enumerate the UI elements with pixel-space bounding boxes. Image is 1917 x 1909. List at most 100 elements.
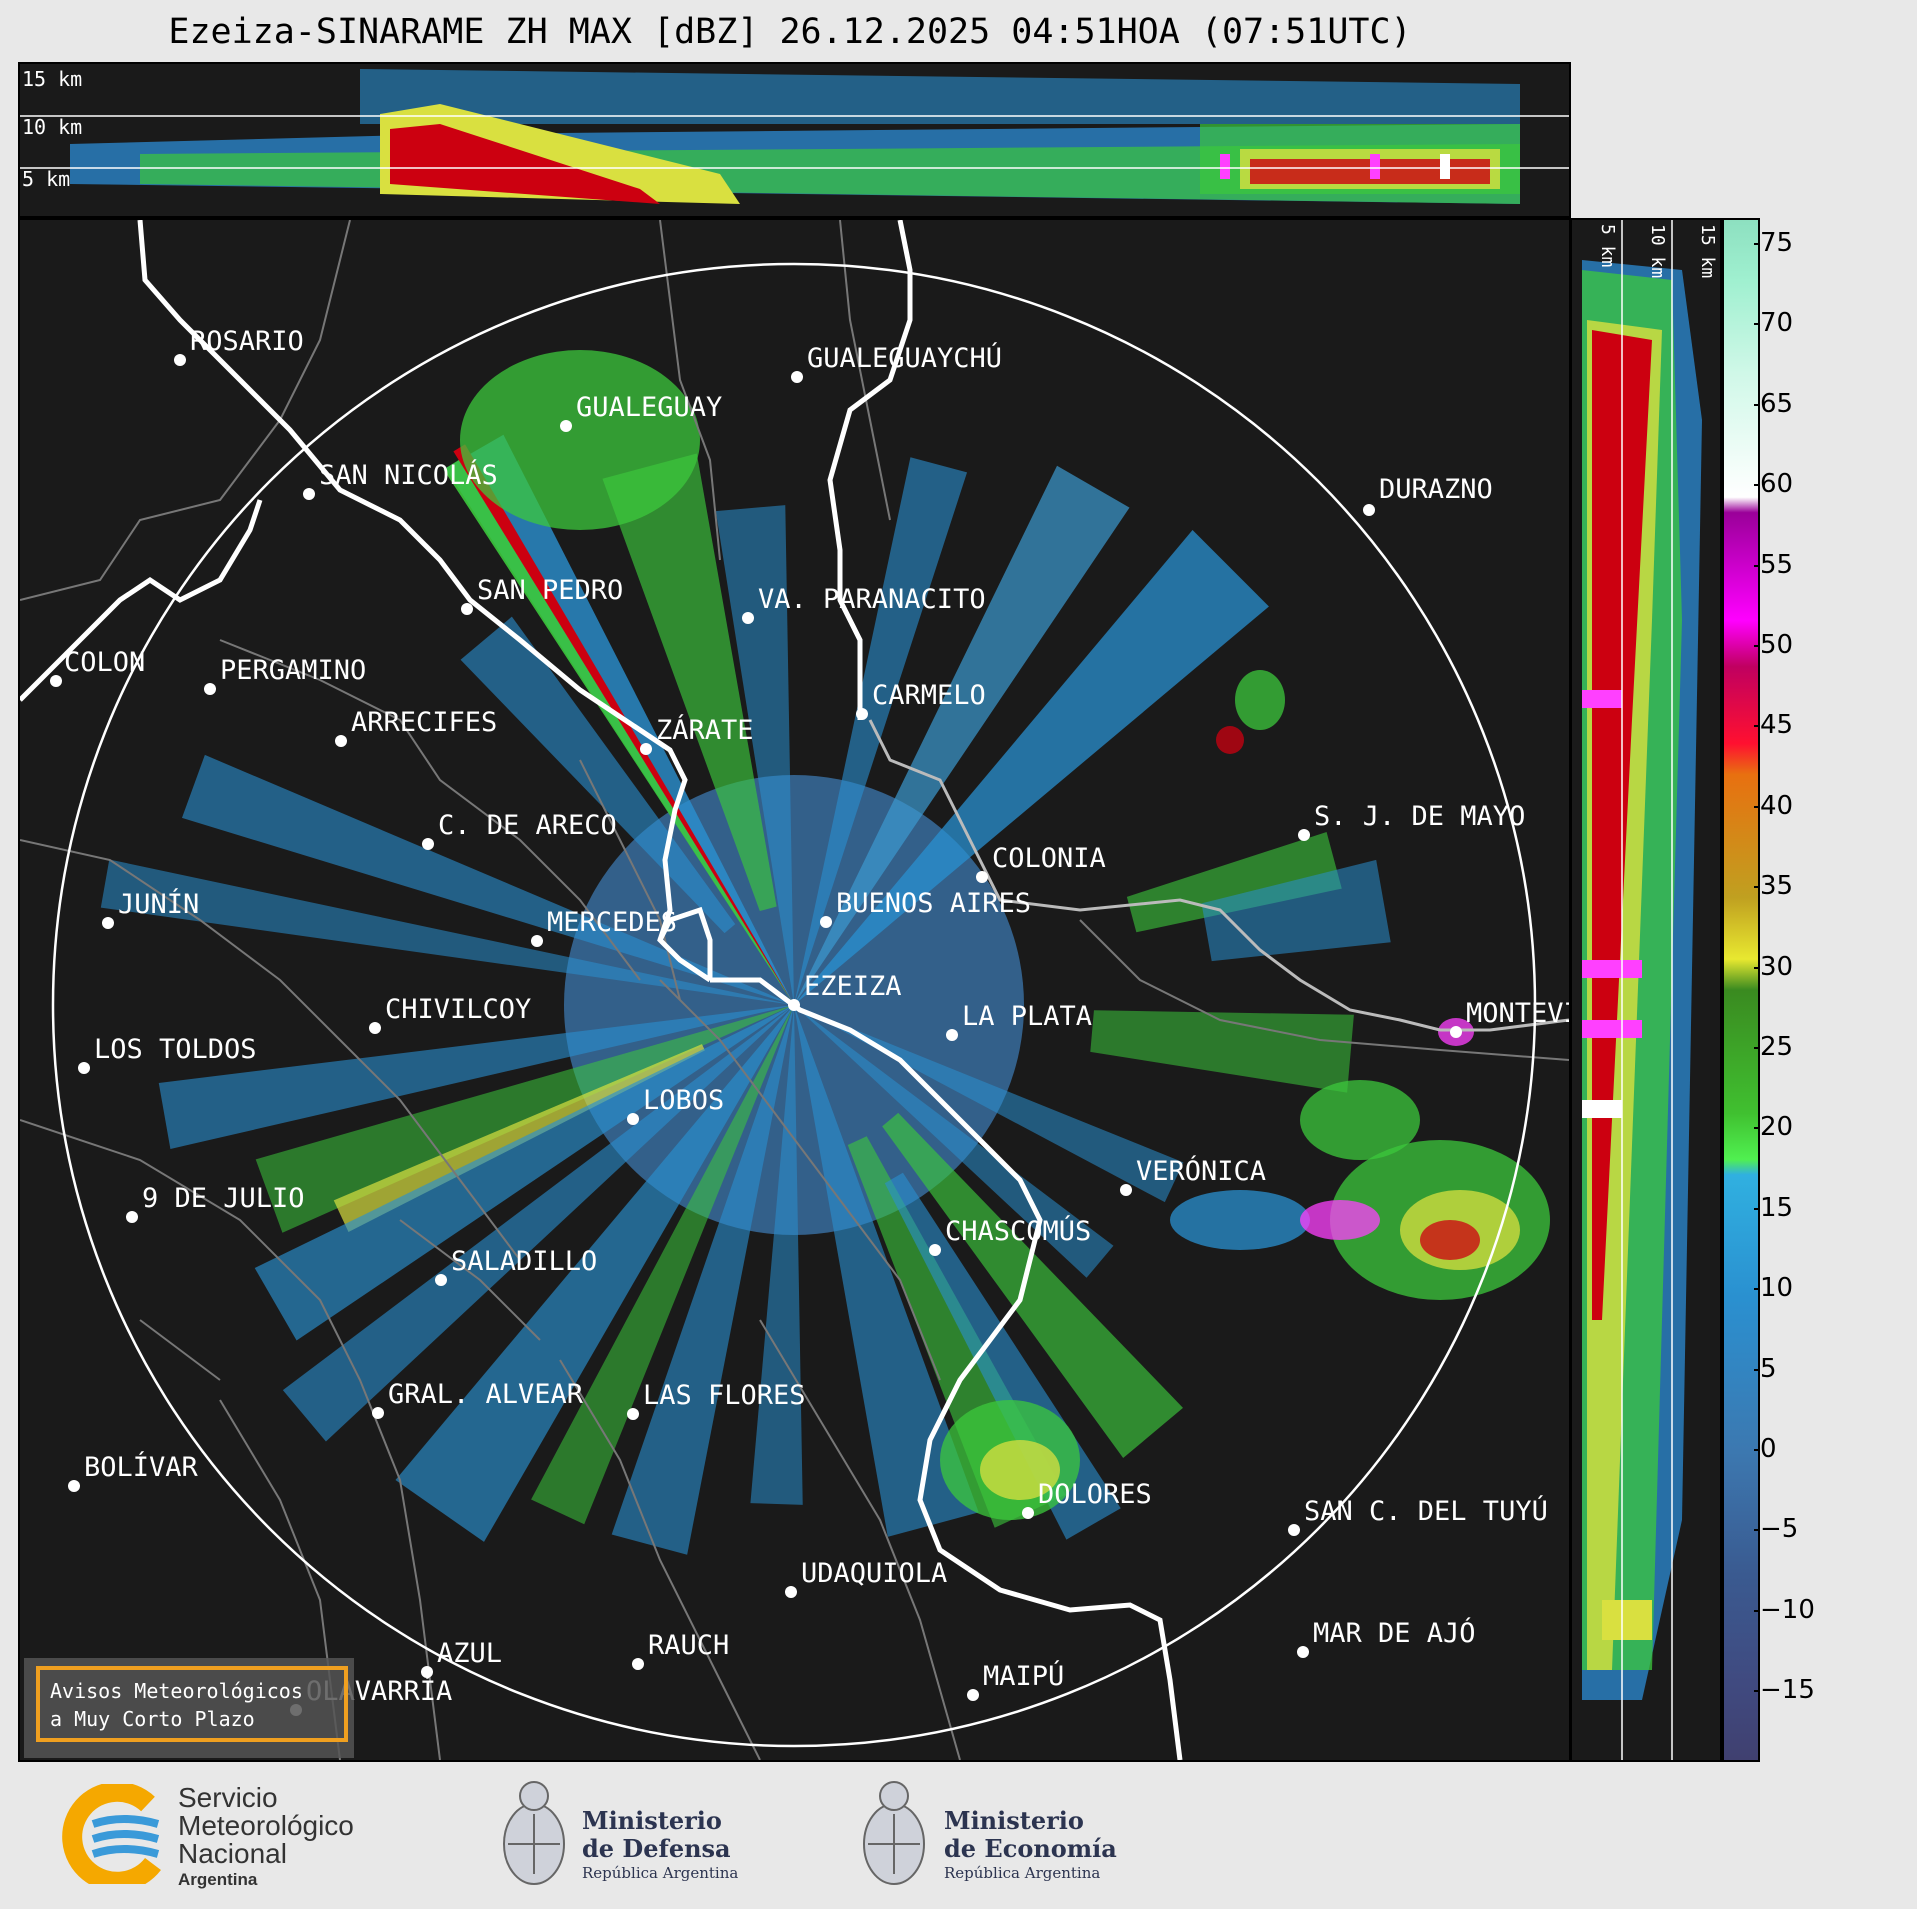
echo-cell [460, 350, 700, 530]
city-label: ZÁRATE [656, 714, 754, 746]
city-label: S. J. DE MAYO [1314, 801, 1525, 832]
defensa-line2: de Defensa [582, 1834, 731, 1863]
city-marker [627, 1408, 639, 1420]
defensa-line3: República Argentina [582, 1864, 739, 1882]
city-label: MERCEDES [547, 907, 677, 938]
economia-line2: de Economía [944, 1834, 1117, 1863]
city-marker [435, 1274, 447, 1286]
colorbar-tick-label: 25 [1753, 1032, 1794, 1062]
echo-sector [395, 1005, 794, 1542]
city-marker [422, 838, 434, 850]
smn-logo [58, 1781, 168, 1892]
smn-name-line3: Nacional [178, 1838, 287, 1869]
city-marker [204, 683, 216, 695]
echo-sector [794, 530, 1269, 1005]
echo-sector [1090, 1010, 1354, 1093]
colorbar-tick-label: 10 [1753, 1273, 1794, 1304]
smn-name-line4: Argentina [178, 1870, 258, 1889]
city-marker [1288, 1524, 1300, 1536]
city-marker [372, 1407, 384, 1419]
colorbar-tick-label: 40 [1753, 790, 1794, 821]
city-markers: ROSARIO GUALEGUAYCHÚ GUALEGUAY SAN NICOLÁS D… [50, 326, 1569, 1716]
city-label: BOLÍVAR [84, 1451, 199, 1483]
economia-line1: Ministerio [944, 1806, 1084, 1835]
city-label: LAS FLORES [643, 1380, 806, 1411]
echo-sector [794, 457, 968, 1005]
city-label: MONTEVIDEO [1466, 998, 1569, 1029]
radar-range-ring [51, 262, 1537, 1748]
radar-map-panel[interactable]: ROSARIO GUALEGUAYCHÚ GUALEGUAY SAN NICOLÁS D… [18, 218, 1571, 1762]
uruguay-coast [868, 719, 1569, 1032]
city-marker [967, 1689, 979, 1701]
echo-sector [443, 455, 794, 1005]
smn-name-line1: Servicio [178, 1782, 278, 1813]
radar-echoes [100, 350, 1550, 1555]
right-height-10km: 10 km [1647, 224, 1668, 278]
city-label: BUENOS AIRES [836, 888, 1031, 919]
echo-sector [181, 754, 794, 1005]
echo-cell [1216, 726, 1244, 754]
warning-box[interactable]: Avisos Meteorológicos a Muy Corto Plazo [24, 1658, 354, 1758]
city-marker [791, 371, 803, 383]
echo-sector [100, 859, 794, 1005]
colorbar-tick-label: 45 [1753, 710, 1794, 741]
chart-title: Ezeiza-SINARAME ZH MAX [dBZ] 26.12.2025 … [168, 12, 1412, 52]
city-marker [174, 354, 186, 366]
city-marker [1363, 504, 1375, 516]
city-marker [560, 420, 572, 432]
city-label: VERÓNICA [1136, 1155, 1266, 1187]
colorbar-tick-label: 50 [1753, 630, 1794, 660]
city-label: LOBOS [643, 1085, 724, 1116]
echo-cell [1300, 1200, 1380, 1240]
national-seal-icon [503, 1781, 565, 1885]
city-label: ROSARIO [190, 326, 304, 357]
city-marker [126, 1211, 138, 1223]
colorbar-tick-label: 75 [1753, 228, 1794, 258]
colorbar-tick-label: −15 [1754, 1675, 1815, 1706]
city-label: SAN PEDRO [477, 575, 623, 606]
echo-sector [1126, 831, 1342, 933]
colorbar-tick-label: 65 [1753, 388, 1794, 419]
top-cross-section-panel: 15 km 10 km 5 km [18, 62, 1571, 218]
radar-map[interactable]: ROSARIO GUALEGUAYCHÚ GUALEGUAY SAN NICOLÁS D… [20, 220, 1569, 1760]
warning-box-line1: Avisos Meteorológicos [50, 1679, 303, 1703]
warning-box-line2: a Muy Corto Plazo [50, 1707, 255, 1731]
echo-sector [255, 1005, 794, 1233]
city-label: 9 DE JULIO [142, 1183, 305, 1214]
city-marker [421, 1666, 433, 1678]
city-label: COLONIA [992, 843, 1106, 874]
top-height-5km: 5 km [22, 167, 70, 191]
colorbar-tick-label: 55 [1753, 549, 1794, 580]
city-marker [531, 935, 543, 947]
echo-sector [794, 1005, 979, 1537]
city-marker [50, 675, 62, 687]
city-label: LA PLATA [962, 1001, 1092, 1032]
echo-sector [453, 444, 794, 1006]
city-label: PERGAMINO [220, 655, 366, 686]
city-label: MAR DE AJÓ [1313, 1617, 1476, 1649]
colorbar-tick-label: −10 [1754, 1594, 1815, 1625]
echo-sector [531, 1005, 794, 1525]
echo-sector [1201, 859, 1391, 962]
city-marker [976, 871, 988, 883]
city-marker [785, 1586, 797, 1598]
national-seal-icon [863, 1781, 925, 1885]
dbz-colorbar [1722, 218, 1760, 1762]
echo-sector [254, 1005, 794, 1341]
city-label: GUALEGUAY [576, 392, 722, 423]
echo-sector [882, 1112, 1184, 1459]
province-boundaries [20, 220, 1569, 1760]
top-echo-band [70, 69, 1520, 204]
smn-name-line2: Meteorológico [178, 1810, 354, 1841]
right-height-15km: 15 km [1697, 224, 1718, 278]
city-label: CHIVILCOY [385, 994, 531, 1025]
city-label: SAN C. DEL TUYÚ [1304, 1495, 1548, 1527]
city-label: GRAL. ALVEAR [388, 1379, 584, 1410]
echo-sector [715, 505, 794, 1005]
city-label: COLON [64, 647, 145, 678]
city-marker [742, 612, 754, 624]
economia-seal [856, 1774, 932, 1896]
city-label: DURAZNO [1379, 474, 1493, 505]
colorbar-tick-label: 20 [1753, 1112, 1794, 1143]
right-height-5km: 5 km [1597, 224, 1618, 267]
